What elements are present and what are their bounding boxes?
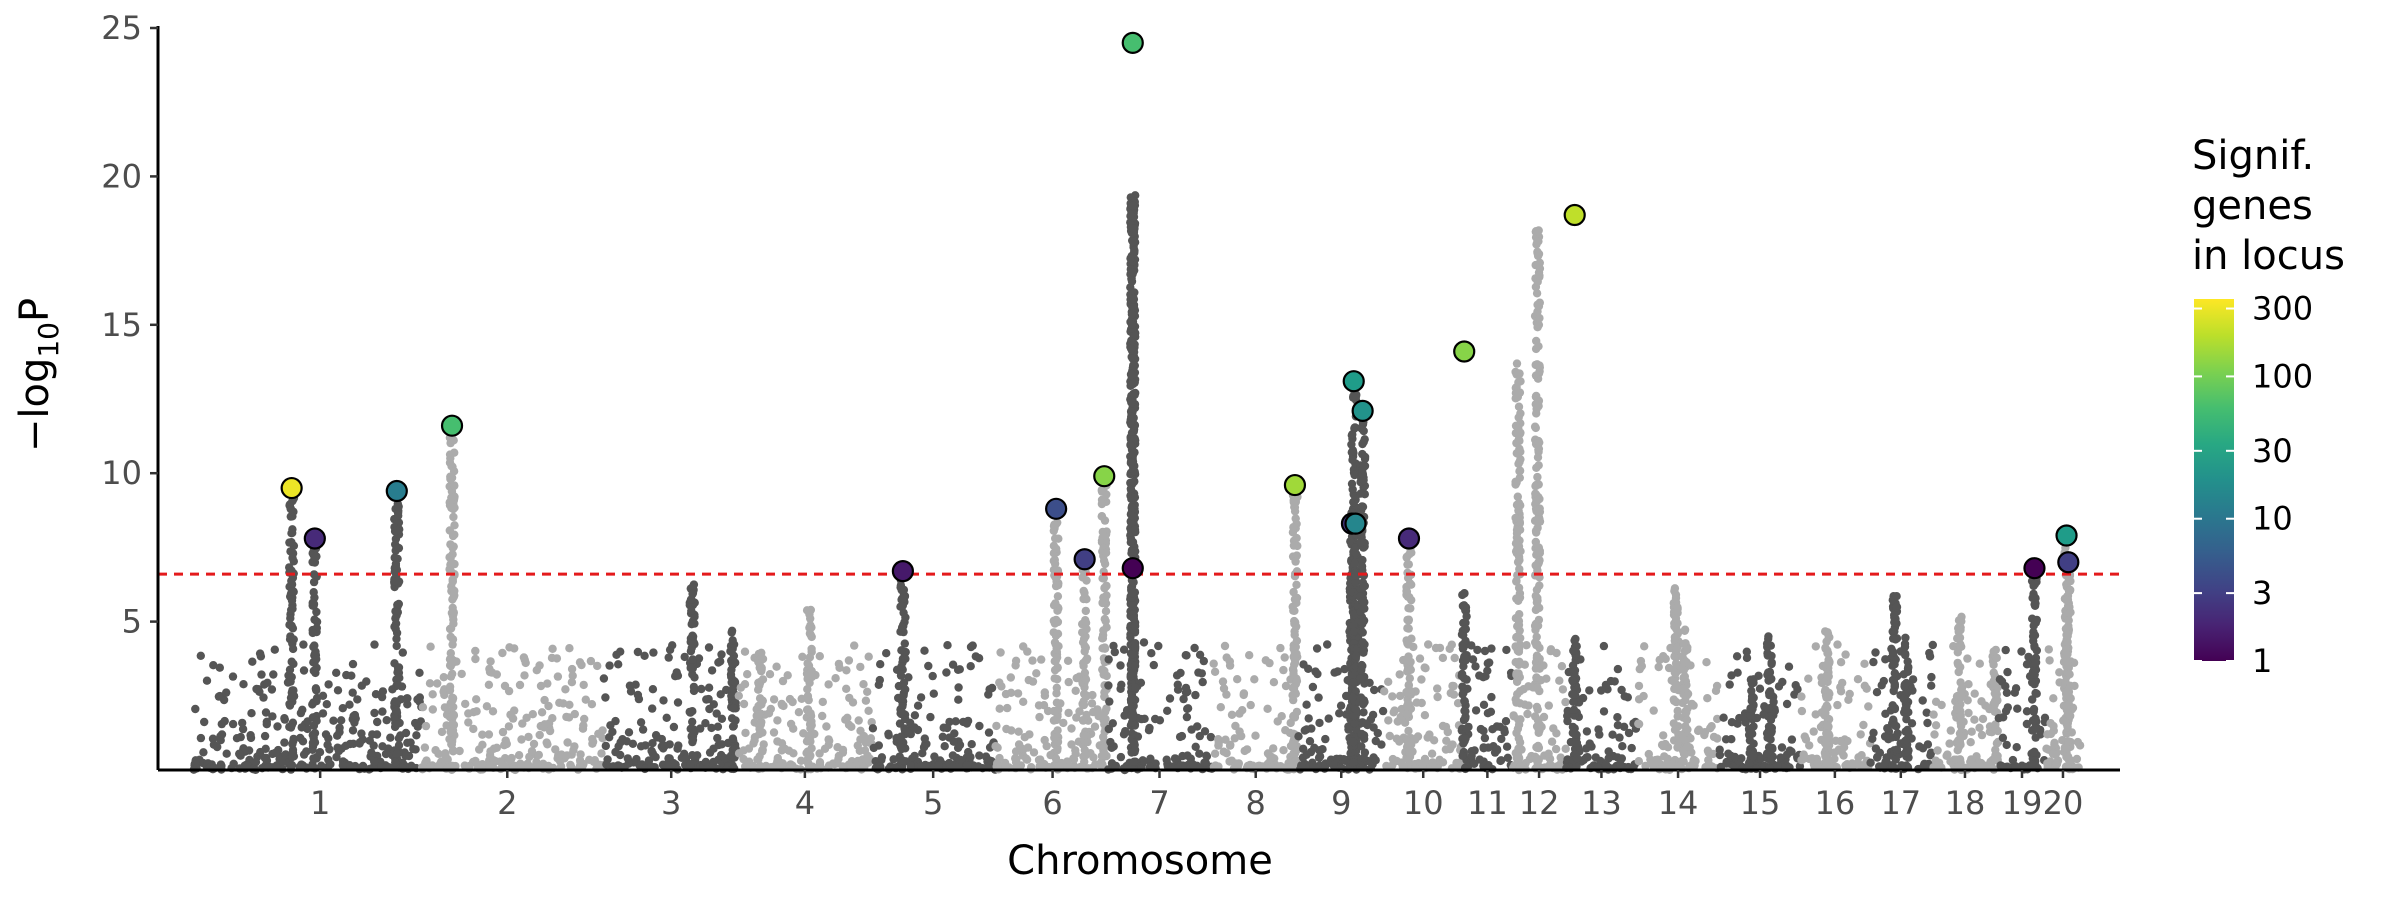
legend-tick-label: 10	[2252, 500, 2293, 538]
chromosome-3-points	[600, 580, 740, 773]
lead-snp-point	[1094, 466, 1114, 486]
legend-tick-label: 100	[2252, 357, 2313, 395]
lead-snp-point	[1353, 401, 1373, 421]
chromosome-18-points	[1929, 613, 2002, 775]
x-tick-label: 19	[2002, 784, 2043, 822]
chromosome-4-points	[735, 606, 877, 774]
lead-snp-point	[2024, 558, 2044, 578]
y-axis-title: −log10P	[12, 298, 65, 452]
x-tick-label: 9	[1331, 784, 1351, 822]
x-tick-label: 3	[661, 784, 681, 822]
x-tick-label: 13	[1581, 784, 1622, 822]
lead-snp-point	[1123, 33, 1143, 53]
x-tick-label: 14	[1658, 784, 1699, 822]
x-tick-label: 12	[1519, 784, 1560, 822]
legend-tick-label: 1	[2252, 642, 2272, 680]
y-tick-label: 20	[101, 157, 142, 195]
y-tick-label: 15	[101, 306, 142, 344]
legend-colorbar	[2194, 299, 2234, 661]
chromosome-7-points	[1104, 191, 1216, 774]
snp-points-layer	[190, 191, 2085, 774]
x-tick-label: 11	[1467, 784, 1508, 822]
chromosome-5-points	[869, 568, 1000, 774]
x-tick-label: 16	[1815, 784, 1856, 822]
lead-snp-point	[442, 416, 462, 436]
chromosome-14-points	[1634, 584, 1721, 774]
lead-snp-point	[1565, 205, 1585, 225]
x-tick-label: 6	[1042, 784, 1062, 822]
x-tick-label: 10	[1403, 784, 1444, 822]
x-tick-label: 5	[923, 784, 943, 822]
x-tick-label: 17	[1880, 784, 1921, 822]
legend-tick-label: 30	[2252, 432, 2293, 470]
lead-snp-point	[387, 481, 407, 501]
legend-title-line: genes	[2192, 183, 2313, 229]
y-ticks: 5 10 15 20 25	[101, 9, 158, 641]
chromosome-10-points	[1380, 534, 1465, 773]
lead-snp-point	[1285, 475, 1305, 495]
x-tick-label: 2	[497, 784, 517, 822]
legend-tick-label: 3	[2252, 574, 2272, 612]
chromosome-8-points	[1210, 483, 1302, 774]
y-tick-label: 5	[122, 603, 142, 641]
lead-snp-point	[2058, 552, 2078, 572]
chromosome-9-points	[1294, 383, 1387, 774]
x-tick-label: 15	[1740, 784, 1781, 822]
lead-snp-point	[1075, 549, 1095, 569]
legend-title-line: Signif.	[2192, 133, 2314, 179]
lead-snp-layer	[282, 33, 2079, 581]
chromosome-19-points	[1995, 568, 2050, 773]
chromosome-2-points	[418, 426, 608, 774]
chromosome-11-points	[1458, 589, 1516, 773]
lead-snp-point	[1046, 499, 1066, 519]
x-tick-label: 18	[1945, 784, 1986, 822]
lead-snp-point	[1344, 371, 1364, 391]
lead-snp-point	[1399, 528, 1419, 548]
lead-snp-point	[305, 528, 325, 548]
chromosome-16-points	[1797, 627, 1874, 772]
chromosome-15-points	[1716, 632, 1805, 773]
y-tick-label: 10	[101, 454, 142, 492]
chromosome-17-points	[1866, 592, 1937, 773]
lead-snp-point	[1123, 558, 1143, 578]
x-tick-label: 20	[2043, 784, 2084, 822]
x-tick-label: 4	[795, 784, 815, 822]
chromosome-13-points	[1562, 635, 1640, 774]
x-axis-title: Chromosome	[1007, 838, 1273, 884]
lead-snp-point	[893, 561, 913, 581]
lead-snp-point	[282, 478, 302, 498]
lead-snp-point	[1346, 514, 1366, 534]
chromosome-12-points	[1509, 226, 1570, 774]
y-tick-label: 25	[101, 9, 142, 47]
x-tick-label: 1	[310, 784, 330, 822]
x-tick-label: 8	[1246, 784, 1266, 822]
legend-tick-label: 300	[2252, 290, 2313, 328]
legend-title-line: in locus	[2192, 233, 2345, 279]
lead-snp-point	[2057, 526, 2077, 546]
lead-snp-point	[1454, 342, 1474, 362]
color-legend: Signif. genes in locus 300 100 30 10 3 1	[2192, 133, 2345, 680]
x-tick-label: 7	[1149, 784, 1169, 822]
